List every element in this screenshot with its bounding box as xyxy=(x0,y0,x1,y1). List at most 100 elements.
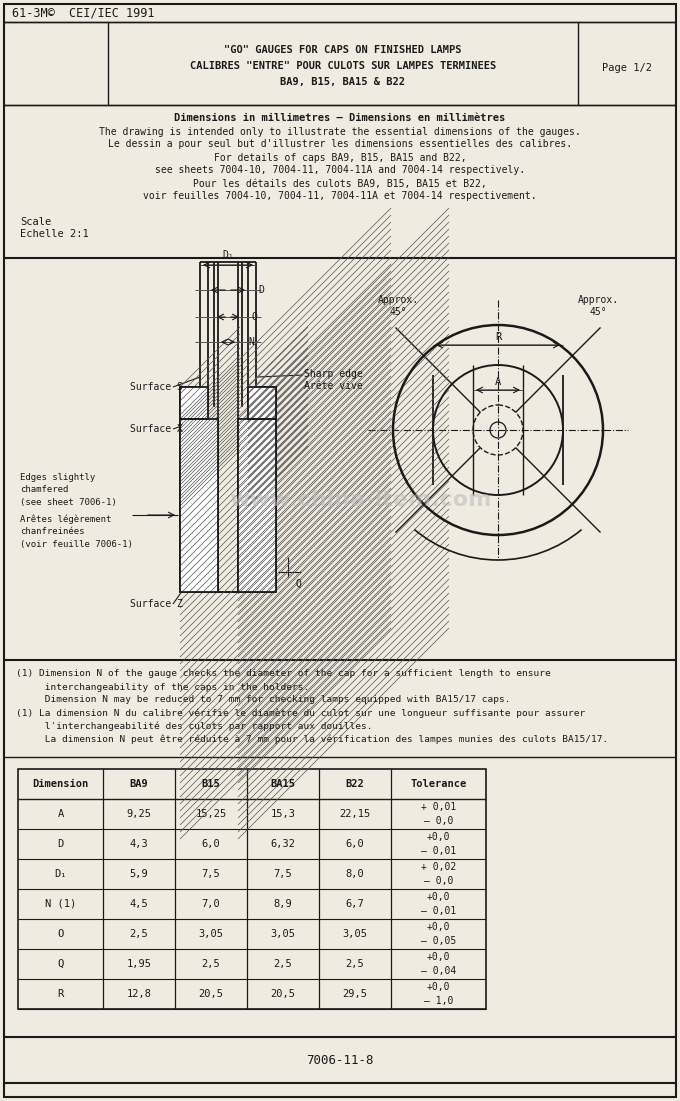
Text: 29,5: 29,5 xyxy=(343,989,367,999)
Text: (1) Dimension N of the gauge checks the diameter of the cap for a sufficient len: (1) Dimension N of the gauge checks the … xyxy=(16,669,551,678)
Text: CALIBRES "ENTRE" POUR CULOTS SUR LAMPES TERMINEES: CALIBRES "ENTRE" POUR CULOTS SUR LAMPES … xyxy=(190,61,496,70)
Text: N: N xyxy=(248,337,254,347)
Text: Edges slightly: Edges slightly xyxy=(20,472,95,481)
Text: (see sheet 7006-1): (see sheet 7006-1) xyxy=(20,499,117,508)
Text: – 0,0: – 0,0 xyxy=(424,876,453,886)
Text: – 0,05: – 0,05 xyxy=(421,936,456,946)
Text: 2,5: 2,5 xyxy=(273,959,292,969)
Text: The drawing is intended only to illustrate the essential dimensions of the gauge: The drawing is intended only to illustra… xyxy=(99,127,581,137)
Text: Le dessin a pour seul but d'illustrer les dimensions essentielles des calibres.: Le dessin a pour seul but d'illustrer le… xyxy=(108,139,572,149)
Text: 20,5: 20,5 xyxy=(271,989,296,999)
Text: see sheets 7004-10, 7004-11, 7004-11A and 7004-14 respectively.: see sheets 7004-10, 7004-11, 7004-11A an… xyxy=(155,165,525,175)
Text: 7,0: 7,0 xyxy=(202,900,220,909)
Text: 61-3M©  CEI/IEC 1991: 61-3M© CEI/IEC 1991 xyxy=(12,7,154,20)
Text: 1,95: 1,95 xyxy=(126,959,152,969)
Text: D₁: D₁ xyxy=(54,869,67,879)
Text: 2,5: 2,5 xyxy=(202,959,220,969)
Text: 3,05: 3,05 xyxy=(199,929,224,939)
Bar xyxy=(18,768,486,1009)
Text: 6,0: 6,0 xyxy=(345,839,364,849)
Text: N (1): N (1) xyxy=(45,900,76,909)
Bar xyxy=(180,386,208,419)
Text: 6,0: 6,0 xyxy=(202,839,220,849)
Text: Dimension: Dimension xyxy=(33,780,88,789)
Text: Arêtes légèrement: Arêtes légèrement xyxy=(20,514,112,524)
Text: Page 1/2: Page 1/2 xyxy=(602,63,652,73)
Text: chamfered: chamfered xyxy=(20,486,69,494)
Text: BA15: BA15 xyxy=(271,780,296,789)
Text: 6,32: 6,32 xyxy=(271,839,296,849)
Text: l'interchangeabilité des culots par rapport aux douilles.: l'interchangeabilité des culots par rapp… xyxy=(16,721,373,731)
Text: – 0,04: – 0,04 xyxy=(421,966,456,975)
Text: D: D xyxy=(258,285,264,295)
Text: + 0,02: + 0,02 xyxy=(421,862,456,872)
Text: +0,0: +0,0 xyxy=(427,922,450,933)
Text: 7,5: 7,5 xyxy=(202,869,220,879)
Text: 15,3: 15,3 xyxy=(271,809,296,819)
Text: www.china-item.com: www.china-item.com xyxy=(228,490,491,510)
Text: A: A xyxy=(495,377,501,386)
Text: 45°: 45° xyxy=(589,307,607,317)
Text: D₁: D₁ xyxy=(222,250,234,260)
Text: 20,5: 20,5 xyxy=(199,989,224,999)
Bar xyxy=(180,419,218,592)
Text: (1) La dimension N du calibre vérifie le diamètre du culot sur une longueur suff: (1) La dimension N du calibre vérifie le… xyxy=(16,708,585,718)
Text: D: D xyxy=(57,839,64,849)
Text: 3,05: 3,05 xyxy=(343,929,367,939)
Text: 5,9: 5,9 xyxy=(130,869,148,879)
Text: 8,9: 8,9 xyxy=(273,900,292,909)
Text: interchangeability of the caps in the holders.: interchangeability of the caps in the ho… xyxy=(16,683,309,691)
Text: +0,0: +0,0 xyxy=(427,982,450,992)
Text: voir feuilles 7004-10, 7004-11, 7004-11A et 7004-14 respectivement.: voir feuilles 7004-10, 7004-11, 7004-11A… xyxy=(143,190,537,201)
Text: 7006-11-8: 7006-11-8 xyxy=(306,1054,374,1067)
Text: BA9: BA9 xyxy=(130,780,148,789)
Bar xyxy=(238,419,276,592)
Text: 45°: 45° xyxy=(389,307,407,317)
Text: 2,5: 2,5 xyxy=(130,929,148,939)
Text: 4,5: 4,5 xyxy=(130,900,148,909)
Text: 9,25: 9,25 xyxy=(126,809,152,819)
Text: O: O xyxy=(252,312,258,321)
Text: Q: Q xyxy=(296,579,302,589)
Text: 7,5: 7,5 xyxy=(273,869,292,879)
Text: "GO" GAUGES FOR CAPS ON FINISHED LAMPS: "GO" GAUGES FOR CAPS ON FINISHED LAMPS xyxy=(224,45,462,55)
Text: – 0,0: – 0,0 xyxy=(424,816,453,826)
Text: – 1,0: – 1,0 xyxy=(424,996,453,1006)
Text: Scale: Scale xyxy=(20,217,51,227)
Text: 12,8: 12,8 xyxy=(126,989,152,999)
Text: O: O xyxy=(57,929,64,939)
Bar xyxy=(238,419,276,592)
Text: Tolerance: Tolerance xyxy=(410,780,466,789)
Bar xyxy=(180,419,218,592)
Text: +0,0: +0,0 xyxy=(427,892,450,902)
Text: 8,0: 8,0 xyxy=(345,869,364,879)
Text: Sharp edge: Sharp edge xyxy=(304,369,362,379)
Text: chanfreinées: chanfreinées xyxy=(20,527,84,536)
Text: For details of caps BA9, B15, BA15 and B22,: For details of caps BA9, B15, BA15 and B… xyxy=(214,153,466,163)
Text: 22,15: 22,15 xyxy=(339,809,371,819)
Bar xyxy=(180,386,208,419)
Text: +0,0: +0,0 xyxy=(427,952,450,962)
Text: (voir feuille 7006-1): (voir feuille 7006-1) xyxy=(20,541,133,549)
Bar xyxy=(248,386,276,419)
Text: Pour les détails des culots BA9, B15, BA15 et B22,: Pour les détails des culots BA9, B15, BA… xyxy=(193,179,487,189)
Text: 3,05: 3,05 xyxy=(271,929,296,939)
Text: R: R xyxy=(57,989,64,999)
Text: Surface Z: Surface Z xyxy=(130,599,183,609)
Text: BA9, B15, BA15 & B22: BA9, B15, BA15 & B22 xyxy=(280,77,405,87)
Text: 15,25: 15,25 xyxy=(195,809,226,819)
Text: Approx.: Approx. xyxy=(377,295,419,305)
Text: Surface X: Surface X xyxy=(130,424,183,434)
Text: Approx.: Approx. xyxy=(577,295,619,305)
Text: + 0,01: + 0,01 xyxy=(421,802,456,813)
Text: 2,5: 2,5 xyxy=(345,959,364,969)
Text: 4,3: 4,3 xyxy=(130,839,148,849)
Text: La dimension N peut être réduite à 7 mm pour la vérification des lampes munies d: La dimension N peut être réduite à 7 mm … xyxy=(16,734,608,744)
Text: – 0,01: – 0,01 xyxy=(421,846,456,855)
Text: – 0,01: – 0,01 xyxy=(421,906,456,916)
Text: Surface S: Surface S xyxy=(130,382,183,392)
Text: 6,7: 6,7 xyxy=(345,900,364,909)
Text: Arête vive: Arête vive xyxy=(304,381,362,391)
Text: R: R xyxy=(495,333,501,342)
Text: Dimensions in millimetres – Dimensions en millimètres: Dimensions in millimetres – Dimensions e… xyxy=(174,113,506,123)
